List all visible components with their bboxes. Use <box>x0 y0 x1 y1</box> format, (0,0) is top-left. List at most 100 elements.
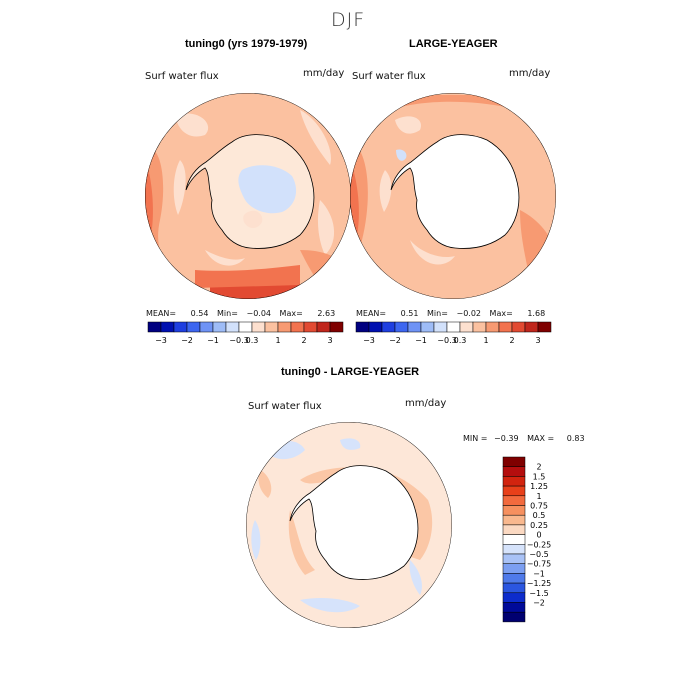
colorbar-tick-label: −1 <box>207 336 219 345</box>
colorbar-tick-label: 0.3 <box>246 336 259 345</box>
colorbar-swatch <box>502 456 526 467</box>
colorbar-tick-label: −1 <box>533 569 545 578</box>
colorbar-swatch <box>381 321 396 333</box>
colorbar-tick-label: 3 <box>327 336 332 345</box>
colorbar-swatch <box>502 514 526 526</box>
colorbar-swatch <box>394 321 409 333</box>
stat-min-label: MIN = <box>463 434 488 443</box>
colorbar-swatch <box>502 485 526 497</box>
colorbar-swatch <box>147 321 162 333</box>
colorbar-swatch <box>329 321 344 333</box>
colorbar-swatch <box>446 321 461 333</box>
panel-title-model: tuning0 (yrs 1979-1979) <box>185 38 308 50</box>
stat-mean-label: MEAN= <box>146 309 177 318</box>
map-obs-field <box>350 93 556 299</box>
stat-max-value: 1.68 <box>527 309 546 318</box>
colorbar-diff: 21.51.2510.750.50.250−0.25−0.5−0.75−1−1.… <box>502 456 552 623</box>
colorbar-swatch <box>537 321 552 333</box>
stat-max-label: Max= <box>279 309 303 318</box>
colorbar-tick-label: 1 <box>536 492 541 501</box>
stats-diff: MIN = −0.39 MAX = 0.83 <box>463 434 585 443</box>
colorbar-tick-label: −1 <box>415 336 427 345</box>
stat-min-label: Min= <box>427 309 448 318</box>
colorbar-tick-label: −3 <box>155 336 167 345</box>
colorbar-tick-label: 1.5 <box>533 472 546 481</box>
colorbar-swatch <box>459 321 474 333</box>
units-label-obs: mm/day <box>509 68 551 79</box>
variable-label-obs: Surf water flux <box>352 71 426 82</box>
stat-mean-label: MEAN= <box>356 309 387 318</box>
variable-label-model: Surf water flux <box>145 71 219 82</box>
colorbar-obs: −3 −2 −1 −0.30.3 1 2 3 <box>355 321 552 345</box>
colorbar-tick-label: −2 <box>389 336 401 345</box>
stat-min-label: Min= <box>217 309 238 318</box>
colorbar-swatch <box>502 534 526 545</box>
colorbar-tick-label: 2 <box>509 336 514 345</box>
colorbar-swatch <box>498 321 513 333</box>
stat-mean-value: 0.51 <box>400 309 419 318</box>
colorbar-swatch <box>502 611 526 623</box>
stat-max-value: 0.83 <box>566 434 585 443</box>
variable-label-diff: Surf water flux <box>248 401 322 412</box>
colorbar-swatch <box>186 321 201 333</box>
stat-mean-value: 0.54 <box>190 309 209 318</box>
colorbar-swatch <box>472 321 487 333</box>
stat-min-value: −0.04 <box>246 309 271 318</box>
colorbar-tick-label: 0.5 <box>533 511 546 520</box>
panel-title-diff: tuning0 - LARGE-YEAGER <box>281 366 420 378</box>
panel-title-obs: LARGE-YEAGER <box>409 38 498 50</box>
colorbar-swatch <box>316 321 331 333</box>
colorbar-swatch <box>502 505 526 516</box>
stat-min-value: −0.02 <box>456 309 481 318</box>
colorbar-swatch <box>502 592 526 603</box>
colorbar-swatch <box>160 321 175 333</box>
colorbar-tick-label: 1 <box>275 336 280 345</box>
colorbar-tick-label: −1.25 <box>527 579 552 588</box>
colorbar-tick-label: 0.3 <box>454 336 467 345</box>
colorbar-swatch <box>225 321 240 333</box>
colorbar-swatch <box>420 321 435 333</box>
colorbar-tick-label: 1 <box>483 336 488 345</box>
colorbar-swatch <box>502 553 526 564</box>
colorbar-tick-label: 1.25 <box>530 482 548 491</box>
colorbar-swatch <box>485 321 500 333</box>
colorbar-tick-label: 0.25 <box>530 521 548 530</box>
colorbar-model: −3 −2 −1 −0.30.3 1 2 3 <box>147 321 344 345</box>
colorbar-swatch <box>524 321 539 333</box>
colorbar-swatch <box>355 321 370 333</box>
colorbar-tick-label: 0.75 <box>530 502 548 511</box>
colorbar-tick-label: −0.5 <box>529 550 548 559</box>
colorbar-swatch <box>502 602 526 613</box>
colorbar-swatch <box>290 321 305 333</box>
stat-min-value: −0.39 <box>494 434 519 443</box>
colorbar-tick-label: −0.25 <box>527 540 552 549</box>
colorbar-tick-label: 0 <box>536 531 541 540</box>
stat-max-label: Max= <box>489 309 513 318</box>
stats-model: MEAN= 0.54 Min= −0.04 Max= 2.63 <box>146 309 335 318</box>
colorbar-swatch <box>277 321 292 333</box>
colorbar-tick-label: −0.3 <box>229 336 248 345</box>
colorbar-swatch <box>502 524 526 535</box>
colorbar-swatch <box>502 476 526 487</box>
colorbar-swatch <box>251 321 266 333</box>
colorbar-swatch <box>199 321 214 333</box>
colorbar-swatch <box>433 321 448 333</box>
colorbar-swatch <box>502 573 526 584</box>
colorbar-swatch <box>502 563 526 574</box>
colorbar-tick-label: −3 <box>363 336 375 345</box>
colorbar-swatch <box>502 466 526 477</box>
colorbar-tick-label: −1.5 <box>529 589 548 598</box>
units-label-model: mm/day <box>303 68 345 79</box>
colorbar-swatch <box>502 544 526 555</box>
colorbar-swatch <box>502 582 526 594</box>
stats-obs: MEAN= 0.51 Min= −0.02 Max= 1.68 <box>356 309 545 318</box>
colorbar-swatch <box>303 321 318 333</box>
map-diff-field <box>246 422 452 628</box>
colorbar-tick-label: −2 <box>181 336 193 345</box>
units-label-diff: mm/day <box>405 398 447 409</box>
colorbar-swatch <box>407 321 422 333</box>
colorbar-swatch <box>511 321 526 333</box>
stat-max-label: MAX = <box>527 434 555 443</box>
colorbar-swatch <box>264 321 279 333</box>
